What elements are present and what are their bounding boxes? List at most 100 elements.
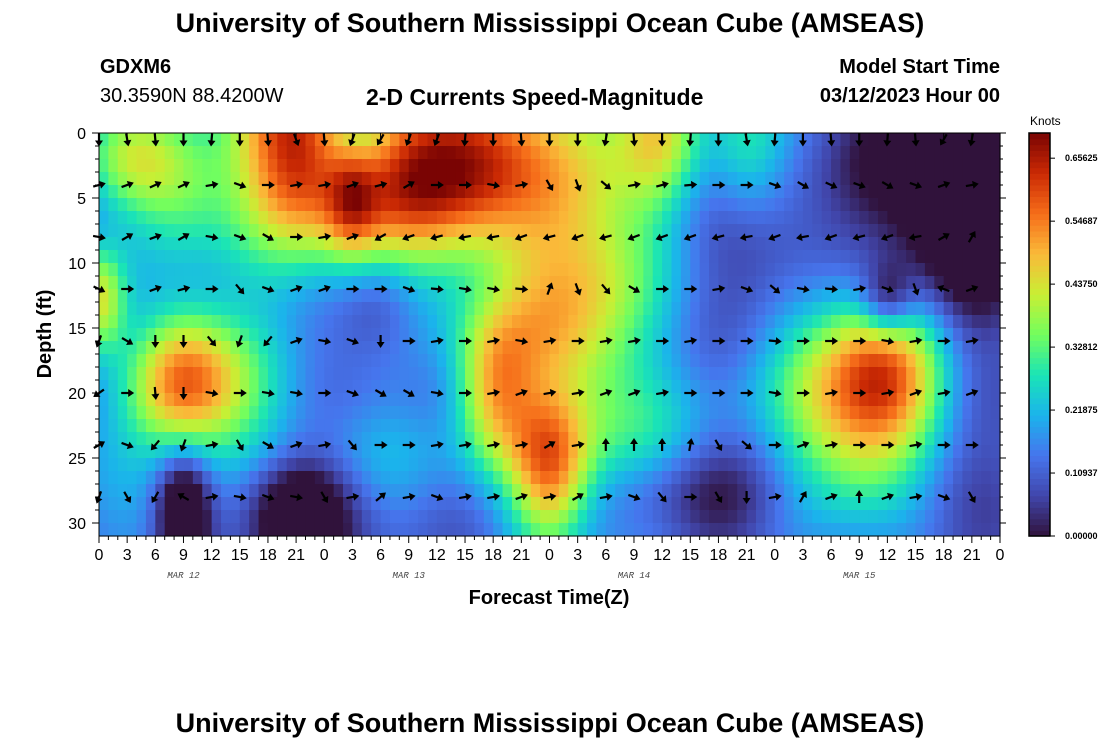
- heatmap-cell: [840, 172, 851, 186]
- heatmap-cell: [474, 185, 485, 199]
- heatmap-cell: [953, 471, 964, 485]
- heatmap-cell: [971, 497, 982, 511]
- heatmap-cell: [755, 445, 766, 459]
- heatmap-cell: [859, 133, 870, 147]
- heatmap-cell: [192, 172, 203, 186]
- heatmap-cell: [296, 419, 307, 433]
- heatmap-cell: [155, 510, 166, 524]
- heatmap-cell: [202, 276, 213, 290]
- heatmap-cell: [765, 510, 776, 524]
- heatmap-cell: [389, 458, 400, 472]
- heatmap-cell: [436, 510, 447, 524]
- heatmap-cell: [558, 237, 569, 251]
- heatmap-cell: [812, 146, 823, 160]
- heatmap-cell: [221, 380, 231, 394]
- heatmap-cell: [774, 484, 785, 498]
- heatmap-cell: [896, 406, 907, 420]
- heatmap-cell: [521, 354, 532, 368]
- current-arrow: [571, 493, 584, 501]
- heatmap-cell: [99, 146, 109, 160]
- heatmap-cell: [530, 224, 541, 238]
- heatmap-cell: [962, 289, 973, 303]
- heatmap-cell: [680, 172, 691, 186]
- colorbar-segment: [1029, 351, 1050, 359]
- heatmap-cell: [333, 159, 344, 173]
- heatmap-cell: [652, 406, 663, 420]
- heatmap-cell: [371, 458, 382, 472]
- heatmap-cell: [249, 445, 260, 459]
- heatmap-cell: [765, 523, 776, 537]
- heatmap-cell: [840, 211, 851, 225]
- heatmap-cell: [915, 419, 926, 433]
- colorbar-frame: [1028, 132, 1051, 537]
- heatmap-cell: [136, 497, 147, 511]
- heatmap-cell: [296, 458, 307, 472]
- heatmap-cell: [455, 250, 466, 264]
- heatmap-cell: [690, 419, 701, 433]
- heatmap-cell: [784, 133, 795, 147]
- heatmap-cell: [615, 380, 626, 394]
- heatmap-cell: [727, 315, 738, 329]
- heatmap-cell: [305, 185, 316, 199]
- heatmap-cell: [521, 263, 532, 277]
- current-arrow: [684, 336, 698, 345]
- heatmap-cell: [117, 315, 128, 329]
- heatmap-cell: [953, 263, 964, 277]
- heatmap-cell: [765, 237, 776, 251]
- heatmap-cell: [652, 172, 663, 186]
- heatmap-cell: [755, 367, 766, 381]
- heatmap-cell: [286, 328, 297, 342]
- heatmap-cell: [540, 380, 551, 394]
- heatmap-cell: [408, 159, 419, 173]
- heatmap-cell: [399, 510, 410, 524]
- heatmap-cell: [849, 276, 860, 290]
- current-arrow: [376, 133, 385, 146]
- heatmap-cell: [511, 406, 522, 420]
- heatmap-cell: [202, 484, 213, 498]
- heatmap-cell: [399, 497, 410, 511]
- heatmap-cell: [774, 354, 785, 368]
- heatmap-cell: [277, 510, 288, 524]
- heatmap-cell: [202, 159, 213, 173]
- heatmap-cell: [136, 458, 147, 472]
- heatmap-cell: [962, 276, 973, 290]
- heatmap-cell: [953, 224, 964, 238]
- current-arrow: [487, 181, 501, 190]
- heatmap-cell: [230, 432, 241, 446]
- colorbar-segment: [1029, 144, 1050, 151]
- heatmap-cell: [784, 445, 795, 459]
- current-arrow: [205, 389, 219, 398]
- current-arrow: [768, 233, 781, 242]
- heatmap-cell: [587, 432, 598, 446]
- heatmap-cell: [267, 419, 278, 433]
- heatmap-cell: [943, 341, 954, 355]
- heatmap-cell: [399, 432, 410, 446]
- heatmap-cell: [765, 419, 776, 433]
- heatmap-cell: [962, 471, 973, 485]
- current-arrow: [263, 335, 273, 347]
- heatmap-cell: [793, 315, 804, 329]
- heatmap-cell: [99, 445, 109, 459]
- heatmap-cell: [127, 497, 138, 511]
- heatmap-cell: [962, 237, 973, 251]
- heatmap-cell: [615, 250, 626, 264]
- colorbar-segment: [1029, 276, 1050, 284]
- heatmap-cell: [793, 146, 804, 160]
- heatmap-cell: [465, 133, 476, 147]
- heatmap-cell: [877, 393, 888, 407]
- heatmap-cell: [746, 523, 757, 537]
- heatmap-cell: [239, 276, 250, 290]
- heatmap-cell: [596, 185, 607, 199]
- heatmap-cell: [427, 302, 438, 316]
- heatmap-cell: [690, 302, 701, 316]
- current-arrow: [881, 337, 895, 346]
- heatmap-cell: [296, 341, 307, 355]
- heatmap-cell: [211, 276, 222, 290]
- colorbar-segment: [1029, 179, 1050, 186]
- heatmap-cell: [549, 471, 560, 485]
- heatmap-cell: [549, 315, 560, 329]
- heatmap-cell: [192, 445, 203, 459]
- heatmap-cell: [727, 367, 738, 381]
- heatmap-cell: [746, 263, 757, 277]
- heatmap-cell: [145, 224, 156, 238]
